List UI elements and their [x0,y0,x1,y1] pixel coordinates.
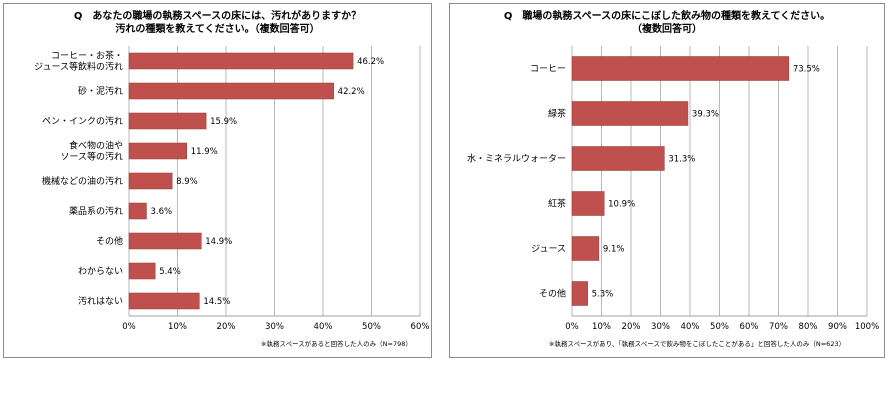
category-label: 緑茶 [548,108,566,120]
chart-stains: 0% 10% 20% 30% 40% 50% 60% 46.2% コーヒー・お茶・ジュース等飲料… [34,46,430,332]
x-tick-label: 50% [710,322,729,332]
category-label: ペン・インクの汚れ [42,115,123,127]
x-tick-label: 10% [168,322,187,332]
data-label: 14.9% [205,237,232,247]
bar [128,262,156,280]
x-tick-label: 70% [769,322,788,332]
data-label: 42.2% [338,87,365,97]
category-label: 食べ物の油やソース等の汚れ [60,140,123,163]
x-tick-label: 50% [362,322,381,332]
bar [571,146,665,171]
data-label: 46.2% [357,57,384,67]
data-label: 11.9% [191,147,218,157]
x-tick-label: 20% [622,322,641,332]
chart-panel-stains: Q あなたの職場の執務スペースの床には、汚れがありますか？ 汚れの種類を教えてく… [3,3,432,358]
bar [571,281,588,306]
chart-drinks: 0% 10% 20% 30% 40% 50% 60% 70% 80% 90% 100% 73.5% コー… [467,46,879,332]
x-tick-label: 60% [411,322,430,332]
bar [128,82,334,100]
x-tick-label: 0% [122,322,136,332]
category-label: その他 [96,235,123,247]
data-label: 8.9% [176,177,198,187]
data-label: 5.3% [592,290,614,300]
category-label: 汚れはない [78,295,123,307]
category-label: 機械などの油の汚れ [42,175,123,187]
data-label: 10.9% [608,200,635,210]
bar [128,112,207,130]
chart-panel-drinks: Q 職場の執務スペースの床にこぼした飲み物の種類を教えてください。 （複数回答可… [449,3,885,358]
x-tick-label: 30% [651,322,670,332]
category-label: 砂・泥汚れ [78,85,123,97]
category-label: 紅茶 [548,198,566,210]
category-label: コーヒー [530,64,566,75]
x-tick-label: 80% [799,322,818,332]
data-label: 15.9% [210,117,237,127]
category-label: 薬品系の汚れ [69,205,123,217]
category-label: コーヒー・お茶・ジュース等飲料の汚れ [34,50,123,73]
category-label: その他 [539,288,566,300]
data-label: 3.6% [150,207,172,217]
chart-note: ※執務スペースがあり、「執務スペースで飲み物をこぼしたことがある」と回答した人の… [549,340,846,348]
x-tick-label: 40% [314,322,333,332]
x-tick-label: 20% [217,322,236,332]
bar [571,236,600,261]
x-tick-label: 90% [828,322,847,332]
x-tick-label: 0% [565,322,579,332]
x-tick-label: 100% [855,322,879,332]
bar [128,172,173,190]
category-label: わからない [78,266,123,277]
data-label: 39.3% [692,110,719,120]
chart-title: Q 職場の執務スペースの床にこぼした飲み物の種類を教えてください。 （複数回答可… [503,11,831,35]
bar [128,292,200,310]
bar [571,56,790,81]
data-label: 31.3% [668,155,695,165]
category-label: 水・ミネラルウォーター [467,153,566,165]
x-tick-label: 40% [681,322,700,332]
data-label: 73.5% [793,65,820,75]
bar [128,232,202,250]
bar [571,101,689,126]
x-tick-label: 10% [592,322,611,332]
bar [128,52,354,70]
bar [128,202,147,220]
chart-note: ※執務スペースがあると回答した人のみ（N=798） [261,340,412,348]
data-label: 9.1% [603,245,625,255]
bar [571,191,605,216]
bar [128,142,187,160]
category-label: ジュース [531,245,566,255]
x-tick-label: 30% [265,322,284,332]
x-tick-label: 60% [740,322,759,332]
data-label: 5.4% [159,267,181,277]
data-label: 14.5% [203,297,230,307]
chart-title: Q あなたの職場の執務スペースの床には、汚れがありますか？ 汚れの種類を教えてく… [73,11,362,35]
